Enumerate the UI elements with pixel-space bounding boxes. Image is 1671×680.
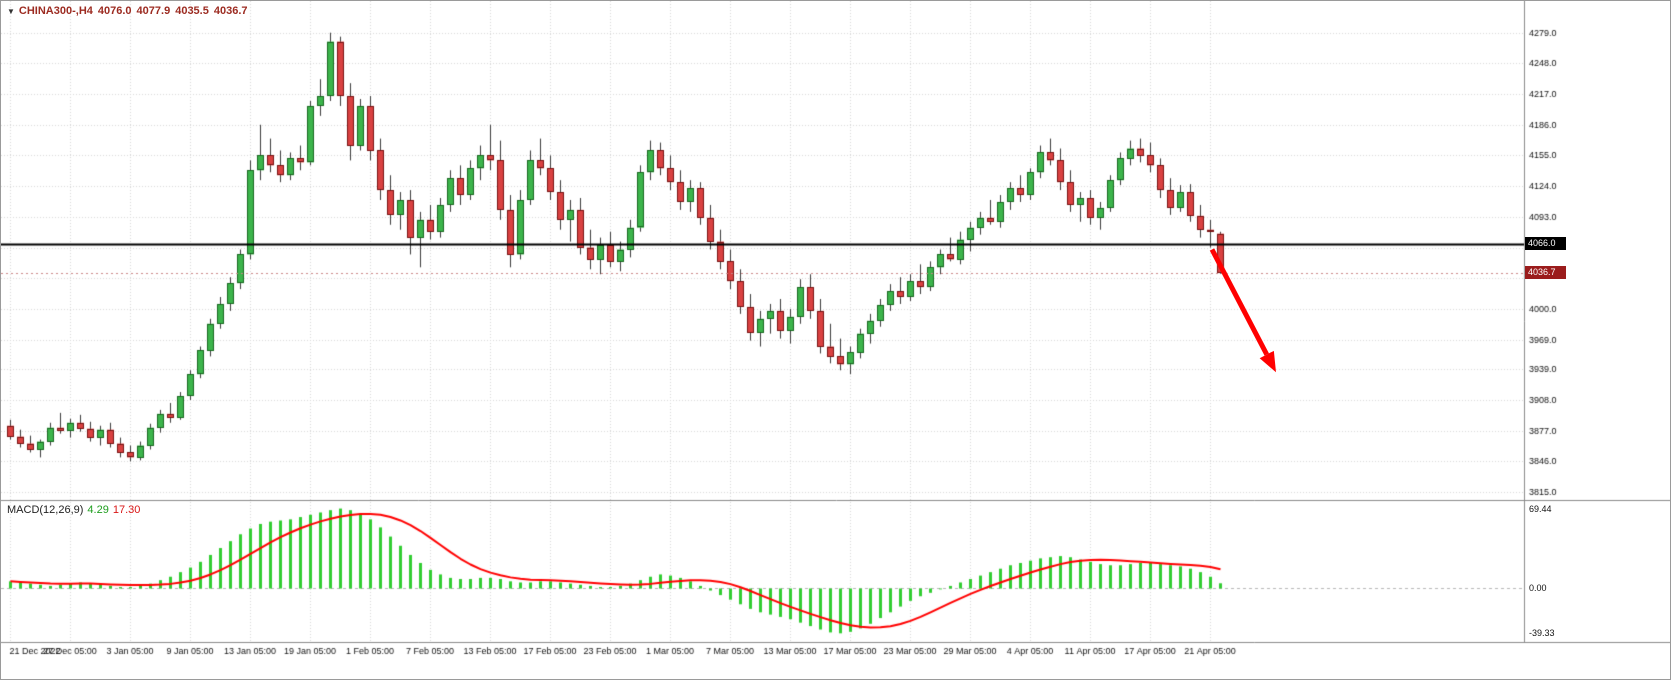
macd-axis-zero: 0.00 <box>1529 583 1547 594</box>
symbol-quote-bar: ▼ CHINA300-,H4 4076.0 4077.9 4035.5 4036.7 <box>7 5 253 17</box>
macd-main-value: 4.29 <box>87 504 109 516</box>
quote-high: 4077.9 <box>136 5 171 17</box>
macd-signal-value: 17.30 <box>112 504 141 516</box>
hline-price-label: 4066.0 <box>1525 236 1566 250</box>
symbol-dropdown-icon[interactable]: ▼ <box>7 7 15 16</box>
macd-axis-min: -39.33 <box>1529 628 1555 639</box>
bid-price-label: 4036.7 <box>1525 265 1566 279</box>
quote-close: 4036.7 <box>213 5 248 17</box>
macd-name: MACD(12,26,9) <box>7 504 84 516</box>
macd-axis-max: 69.44 <box>1529 503 1552 514</box>
quote-low: 4035.5 <box>175 5 209 17</box>
symbol-period-label: CHINA300-,H4 <box>18 5 93 17</box>
macd-indicator-label: MACD(12,26,9) 4.29 17.30 <box>7 504 144 516</box>
quote-open: 4076.0 <box>97 5 132 17</box>
